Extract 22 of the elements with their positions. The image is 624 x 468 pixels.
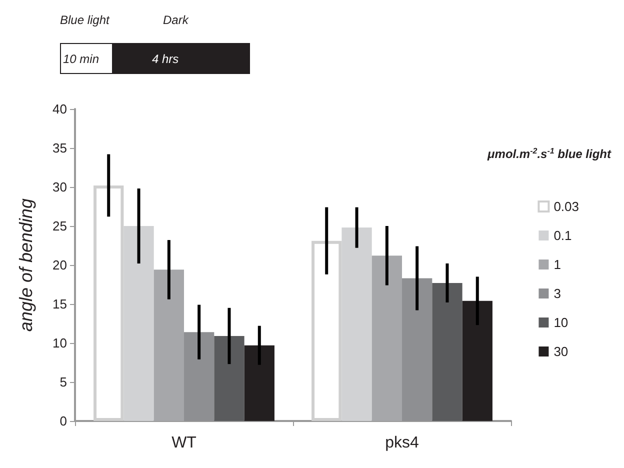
y-tick-label: 10 bbox=[52, 336, 67, 350]
y-tick-label: 40 bbox=[52, 102, 67, 116]
legend-label: 1 bbox=[554, 257, 561, 272]
y-tick-label: 0 bbox=[60, 414, 67, 428]
y-tick-label: 15 bbox=[52, 296, 67, 312]
legend-label: 10 bbox=[554, 315, 568, 330]
y-tick-label: 30 bbox=[52, 180, 67, 194]
legend-label: 0.03 bbox=[554, 199, 580, 214]
text: 10 min bbox=[63, 52, 100, 66]
x-tick-label: pks4 bbox=[385, 434, 419, 452]
y-tick-label: 25 bbox=[52, 218, 67, 234]
y-tick-label: 20 bbox=[52, 258, 67, 272]
x-tick-label: WT bbox=[172, 434, 197, 452]
text: 4 hrs bbox=[152, 52, 179, 66]
legend-label: 0.1 bbox=[554, 228, 572, 243]
y-tick-label: 5 bbox=[60, 374, 67, 390]
legend-label: 30 bbox=[554, 344, 568, 359]
y-tick-label: 35 bbox=[52, 140, 67, 156]
legend-label: 3 bbox=[554, 286, 561, 301]
text: Blue light bbox=[60, 13, 110, 27]
text: Dark bbox=[163, 13, 188, 27]
y-axis-title: angle of bending bbox=[16, 198, 36, 332]
